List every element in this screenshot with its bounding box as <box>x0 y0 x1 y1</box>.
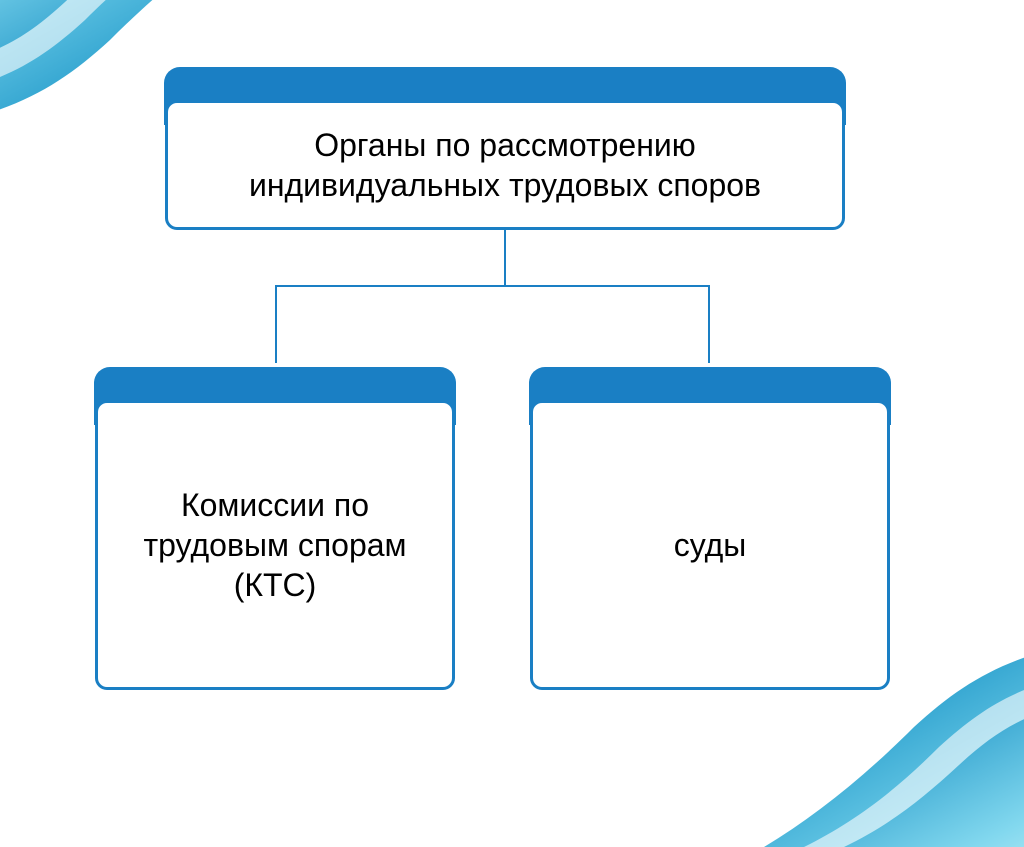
child-node-right: суды <box>530 400 890 690</box>
child-node-right-text: суды <box>652 511 769 579</box>
child-node-right-tab <box>529 367 891 425</box>
root-node-text: Органы по рассмотрению индивидуальных тр… <box>168 111 842 219</box>
connector-vertical-right <box>708 285 710 363</box>
child-node-left: Комиссии по трудовым спорам (КТС) <box>95 400 455 690</box>
connector-vertical-left <box>275 285 277 363</box>
child-node-left-tab <box>94 367 456 425</box>
root-node: Органы по рассмотрению индивидуальных тр… <box>165 100 845 230</box>
child-node-left-text: Комиссии по трудовым спорам (КТС) <box>98 471 452 619</box>
connector-horizontal <box>275 285 710 287</box>
hierarchy-diagram: Органы по рассмотрению индивидуальных тр… <box>0 40 1024 807</box>
connector-vertical-root <box>504 230 506 285</box>
